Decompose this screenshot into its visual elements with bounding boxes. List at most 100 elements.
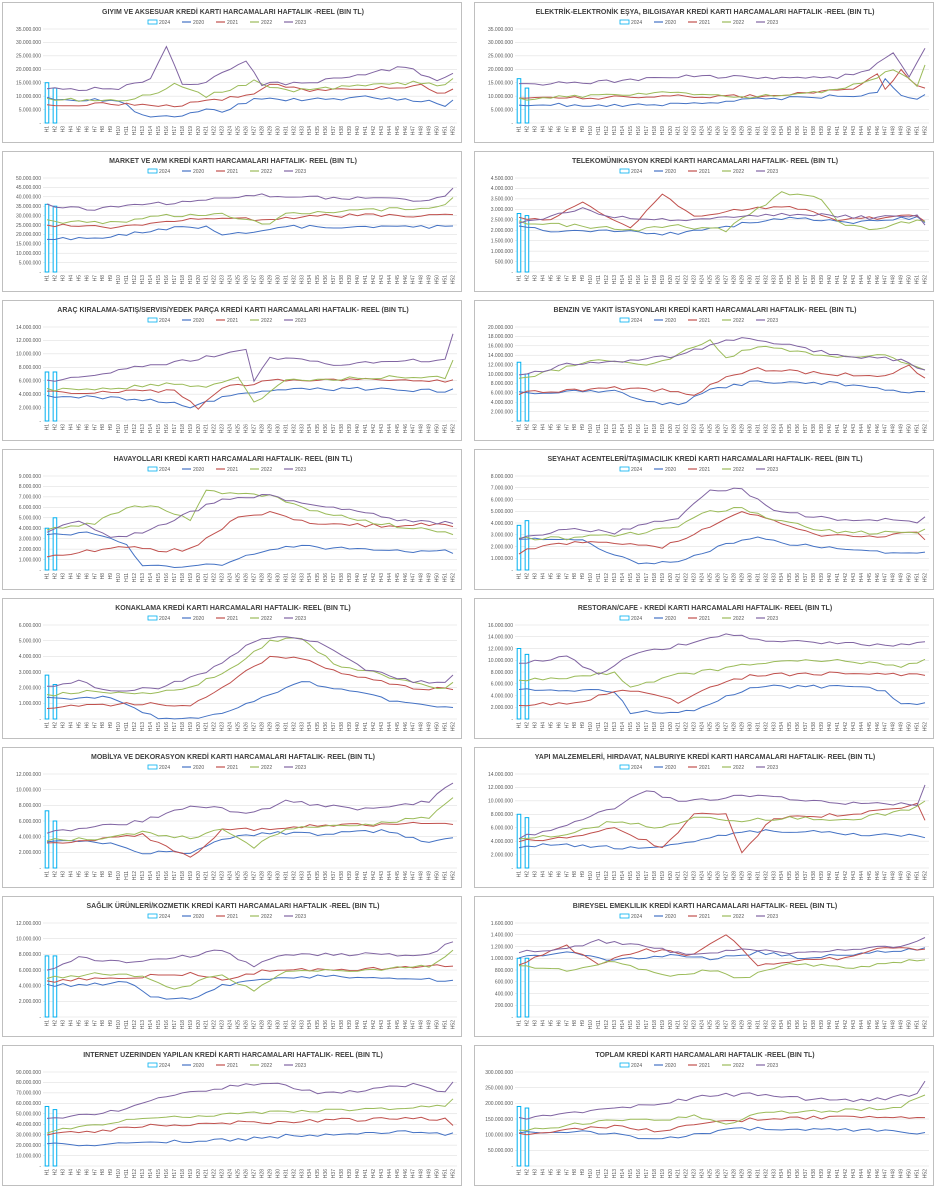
x-tick-label: H10 [588,573,594,582]
legend-item-2023: 2023 [756,169,778,175]
series-line-2021 [518,671,926,707]
x-tick-label: H3 [60,275,66,282]
x-tick-label: H23 [692,126,698,135]
x-tick-label: H10 [588,871,594,880]
chart-svg: BENZIN VE YAKIT İSTASYONLARI KREDİ KARTI… [488,306,929,433]
x-tick-label: H29 [267,126,273,135]
x-tick-label: H8 [100,126,106,133]
x-tick-label: H22 [212,126,218,135]
y-tick-label: 12.000.000 [16,772,41,778]
y-tick-label: 2.000.000 [491,852,513,858]
x-tick-label: H9 [580,275,586,282]
series-line-2021 [518,802,926,854]
legend-item-2022: 2022 [722,1063,744,1069]
x-tick-label: H17 [644,871,650,880]
x-tick-label: H22 [684,1020,690,1029]
y-tick-label: - [39,1015,41,1021]
chart-svg: HAVAYOLLARI KREDİ KARTI HARCAMALARI HAFT… [19,455,457,582]
x-tick-label: H35 [787,871,793,880]
y-tick-label: 12.000.000 [488,362,513,368]
x-tick-label: H52 [451,722,457,731]
x-tick-label: H34 [307,424,313,433]
x-tick-label: H44 [387,424,393,433]
x-tick-label: H44 [387,1169,393,1178]
x-tick-label: H38 [811,573,817,582]
x-tick-label: H22 [212,573,218,582]
x-tick-label: H41 [835,275,841,284]
chart-svg: RESTORAN/CAFE - KREDİ KARTI HARCAMALARI … [488,604,929,731]
legend-item-2024: 2024 [147,764,170,771]
x-tick-label: H44 [859,871,865,880]
x-tick-label: H21 [204,1169,210,1178]
x-tick-label: H23 [220,275,226,284]
legend-label: 2023 [295,914,306,920]
legend-item-2024: 2024 [147,466,170,473]
x-tick-label: H1 [516,1020,522,1027]
x-tick-label: H13 [140,126,146,135]
y-tick-label: 10.000.000 [488,658,513,664]
legend-swatch [619,168,630,174]
chart-svg: ELEKTRİK-ELEKTRONİK EŞYA, BILGISAYAR KRE… [488,8,929,135]
x-tick-label: H38 [811,275,817,284]
x-tick-label: H43 [379,275,385,284]
x-tick-label: H50 [435,871,441,880]
x-tick-label: H23 [220,424,226,433]
y-tick-label: 6.000.000 [491,391,513,397]
x-tick-label: H9 [108,1169,114,1176]
y-tick-label: 8.000.000 [491,812,513,818]
x-tick-label: H32 [291,1169,297,1178]
x-tick-label: H50 [435,424,441,433]
x-tick-label: H12 [604,275,610,284]
x-tick-label: H10 [588,424,594,433]
x-tick-label: H45 [395,722,401,731]
x-tick-label: H25 [236,126,242,135]
legend-label: 2024 [159,765,170,771]
x-tick-label: H17 [172,1169,178,1178]
x-tick-label: H45 [867,1020,873,1029]
chart-panel: TELEKOMÜNIKASYON KREDİ KARTI HARCAMALARI… [474,151,934,292]
y-tick-label: 3.000.000 [491,207,513,213]
x-tick-label: H28 [259,573,265,582]
chart-svg: GIYIM VE AKSESUAR KREDİ KARTI HARCAMALAR… [16,8,457,135]
y-tick-label: 4.000.000 [19,654,41,660]
chart-svg: INTERNET UZERINDEN YAPILAN KREDİ KARTI H… [16,1051,457,1178]
x-tick-label: H21 [676,275,682,284]
y-tick-label: 8.000.000 [19,952,41,958]
legend-label: 2024 [631,765,642,771]
x-tick-label: H21 [204,871,210,880]
x-tick-label: H28 [731,275,737,284]
x-tick-label: H52 [451,871,457,880]
x-tick-label: H35 [315,1020,321,1029]
legend-label: 2022 [261,20,272,26]
x-tick-label: H5 [548,126,554,133]
y-tick-label: 25.000.000 [16,223,41,229]
x-tick-label: H8 [100,1020,106,1027]
y-tick-label: - [39,1164,41,1170]
legend-item-2022: 2022 [250,914,272,920]
x-tick-label: H11 [124,1020,130,1029]
x-tick-label: H9 [108,424,114,431]
legend-label: 2024 [631,318,642,324]
x-tick-label: H34 [779,275,785,284]
x-tick-label: H12 [604,424,610,433]
x-tick-label: H25 [708,126,714,135]
x-tick-label: H32 [763,573,769,582]
series-line-2023 [46,333,454,383]
x-tick-label: H17 [644,573,650,582]
x-tick-label: H28 [259,424,265,433]
legend-item-2022: 2022 [250,318,272,324]
x-tick-label: H51 [915,275,921,284]
y-tick-label: 30.000.000 [16,213,41,219]
y-tick-label: 2.000.000 [19,685,41,691]
chart-title: BIREYSEL EMEKLILIK KREDİ KARTI HARCAMALA… [573,902,837,910]
x-tick-label: H50 [435,722,441,731]
x-tick-label: H5 [76,1020,82,1027]
x-tick-label: H48 [419,573,425,582]
x-tick-label: H31 [283,722,289,731]
x-tick-label: H23 [692,1169,698,1178]
x-tick-label: H15 [156,1169,162,1178]
x-tick-label: H31 [755,424,761,433]
x-tick-label: H50 [907,1169,913,1178]
x-tick-label: H41 [363,126,369,135]
x-tick-label: H46 [875,1020,881,1029]
